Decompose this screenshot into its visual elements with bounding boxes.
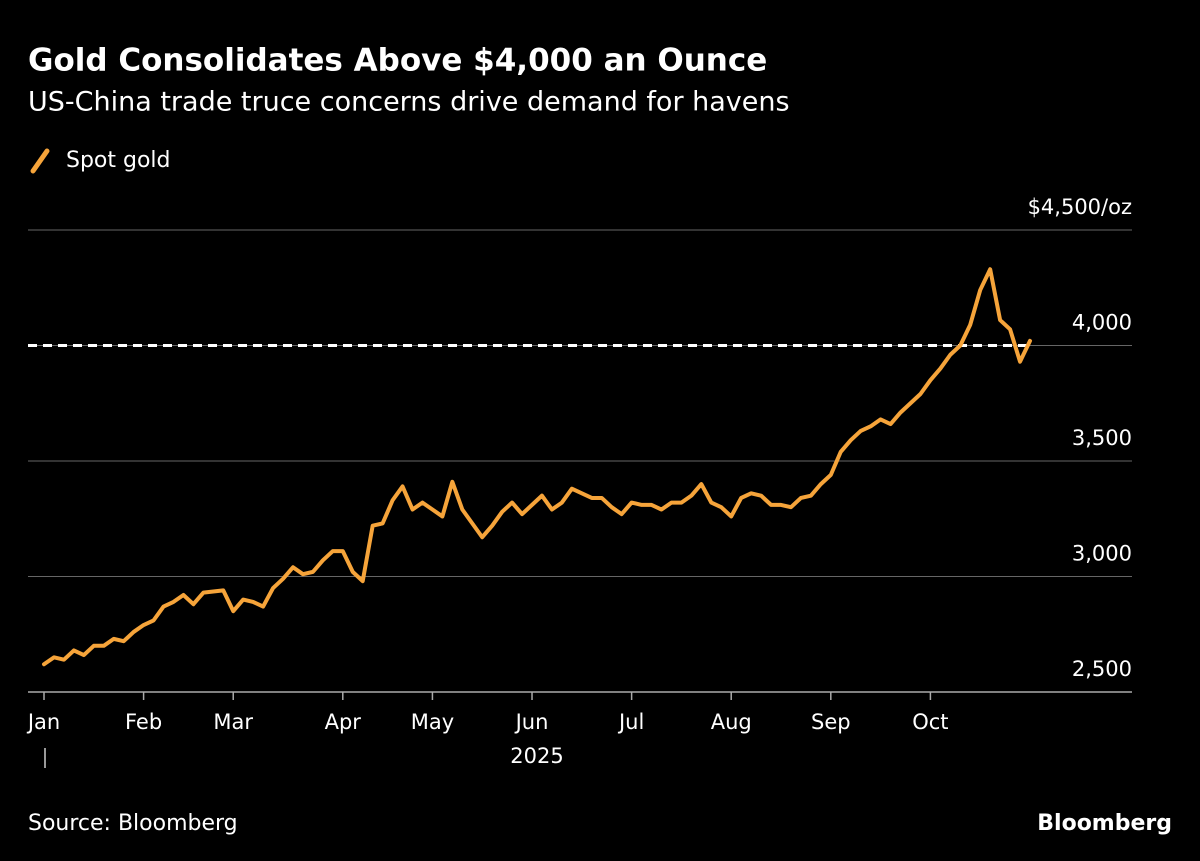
- legend-label: Spot gold: [66, 148, 171, 173]
- x-tick-label: Aug: [711, 710, 752, 734]
- x-tick-label: Sep: [811, 710, 851, 734]
- source: Source: Bloomberg: [28, 811, 238, 836]
- chart-title: Gold Consolidates Above $4,000 an Ounce: [28, 43, 767, 79]
- x-tick-label: Apr: [325, 710, 362, 734]
- x-tick-label: Jun: [514, 710, 549, 734]
- y-tick-label: 3,000: [1072, 542, 1132, 566]
- x-tick-label: Oct: [912, 710, 948, 734]
- y-tick-label: $4,500/oz: [1028, 195, 1132, 219]
- y-tick-label: 3,500: [1072, 426, 1132, 450]
- price-line: [42, 267, 1032, 667]
- y-tick-label: 4,000: [1072, 311, 1132, 335]
- x-tick-label: Mar: [213, 710, 253, 734]
- x-tick-label: Feb: [125, 710, 162, 734]
- x-tick-label: May: [411, 710, 454, 734]
- x-tick-label: Jan: [26, 710, 60, 734]
- brand: Bloomberg: [1037, 811, 1172, 836]
- legend-swatch: [30, 148, 50, 174]
- x-tick-label: Jul: [617, 710, 644, 734]
- chart-subtitle: US-China trade truce concerns drive dema…: [28, 87, 790, 118]
- y-tick-label: 2,500: [1072, 657, 1132, 681]
- x-axis-label: 2025: [510, 744, 563, 768]
